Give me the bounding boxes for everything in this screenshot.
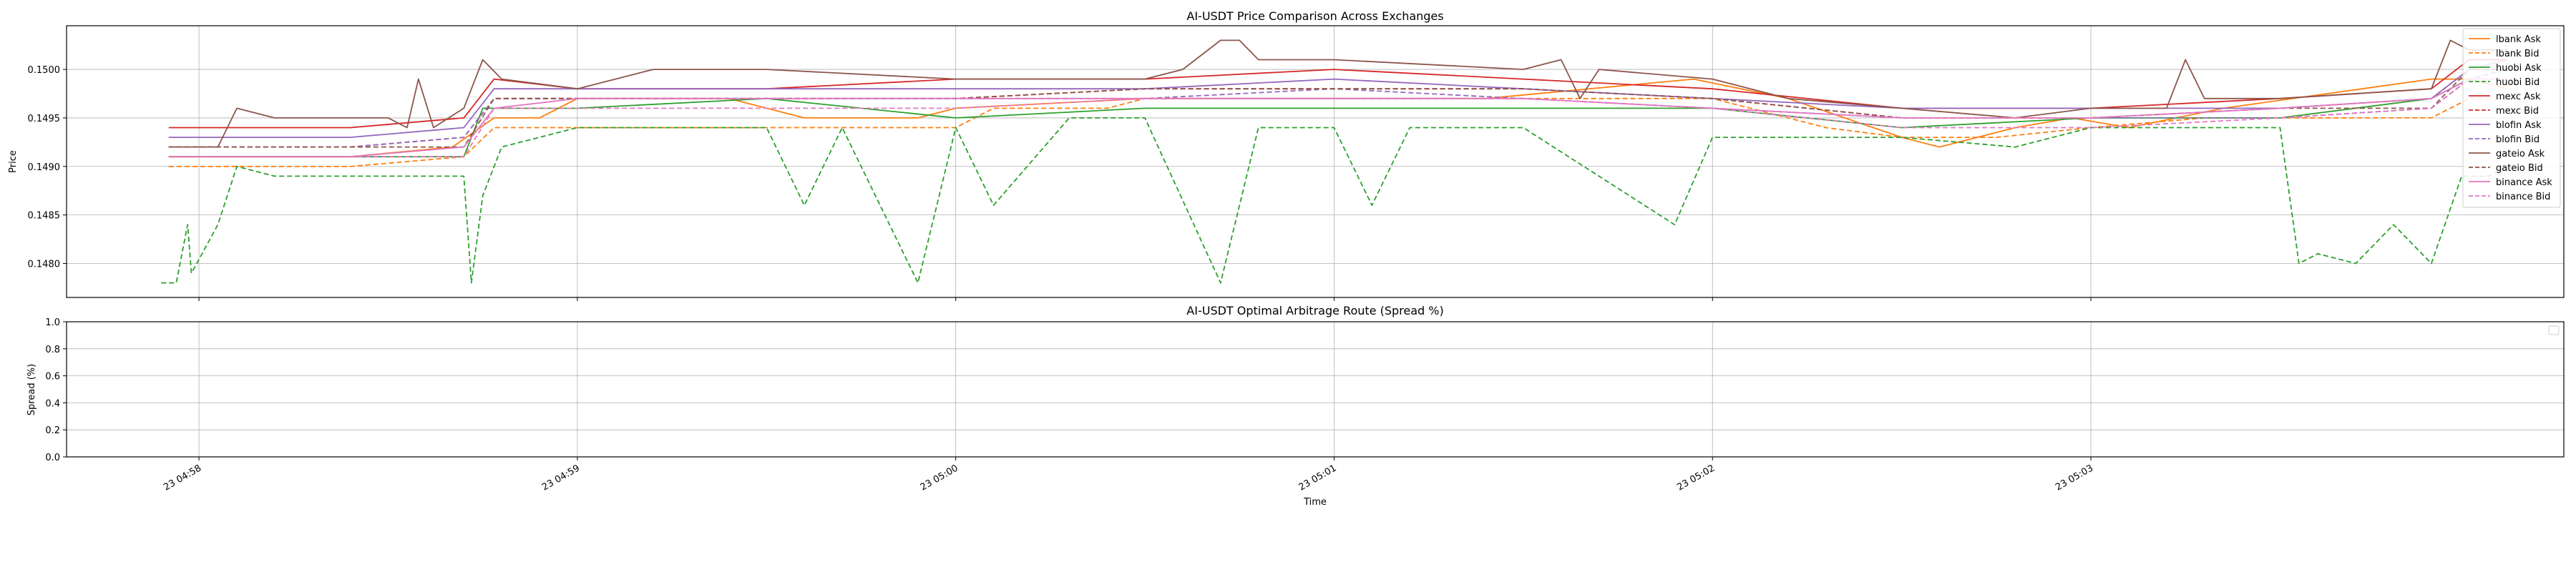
y-tick-label: 0.0 (45, 453, 60, 463)
y-tick-label: 1.0 (45, 317, 60, 328)
spread-chart-title: AI-USDT Optimal Arbitrage Route (Spread … (1186, 304, 1443, 317)
y-tick-label: 0.6 (45, 372, 60, 383)
y-tick-label: 0.1490 (28, 162, 61, 173)
y-tick-label: 0.1485 (28, 211, 61, 222)
legend-label: gateio Bid (2496, 163, 2543, 174)
y-tick-label: 0.8 (45, 345, 60, 355)
legend-label: gateio Ask (2496, 149, 2545, 159)
legend-label: binance Bid (2496, 192, 2550, 202)
legend-label: huobi Bid (2496, 77, 2540, 88)
series-line-gateio-bid (168, 69, 2507, 148)
legend-label: mexc Ask (2496, 92, 2541, 102)
spread-legend-box (2548, 325, 2560, 335)
y-tick-label: 0.1495 (28, 114, 61, 124)
y-tick-label: 0.4 (45, 398, 60, 409)
price-series-lines (161, 39, 2508, 284)
spread-plot-frame (66, 321, 2565, 458)
series-line-huobi-bid (161, 117, 2508, 284)
legend-label: mexc Bid (2496, 106, 2539, 117)
price-y-axis-label: Price (8, 150, 19, 173)
price-x-ticks (198, 297, 2092, 301)
y-tick-label: 0.2 (45, 425, 60, 436)
legend-label: huobi Ask (2496, 63, 2542, 74)
legend-label: blofin Bid (2496, 134, 2540, 145)
y-tick-label: 0.1480 (28, 260, 61, 270)
spread-y-axis-label: Spread (%) (26, 364, 37, 415)
spread-y-ticks: 0.0 0.2 0.4 0.6 0.8 1.0 (45, 317, 67, 463)
legend-label: lbank Ask (2496, 34, 2541, 45)
price-chart-title: AI-USDT Price Comparison Across Exchange… (1186, 9, 1443, 23)
price-comparison-panel: AI-USDT Price Comparison Across Exchange… (8, 9, 2565, 301)
time-axis-label: Time (1303, 497, 1327, 508)
legend-label: blofin Ask (2496, 120, 2542, 131)
series-line-binance-bid (168, 78, 2507, 158)
series-line-gateio-ask (168, 39, 2507, 148)
price-y-ticks: 0.1480 0.1485 0.1490 0.1495 0.1500 (28, 65, 67, 270)
legend-label: lbank Bid (2496, 49, 2540, 59)
y-tick-label: 0.1500 (28, 65, 61, 76)
legend-label: binance Ask (2496, 177, 2552, 188)
price-legend: lbank Ask lbank Bid huobi Ask huobi Bid mexc… (2462, 28, 2561, 208)
legend-box (2462, 28, 2561, 208)
series-line-huobi-ask (168, 78, 2507, 158)
price-plot-frame (66, 25, 2565, 298)
